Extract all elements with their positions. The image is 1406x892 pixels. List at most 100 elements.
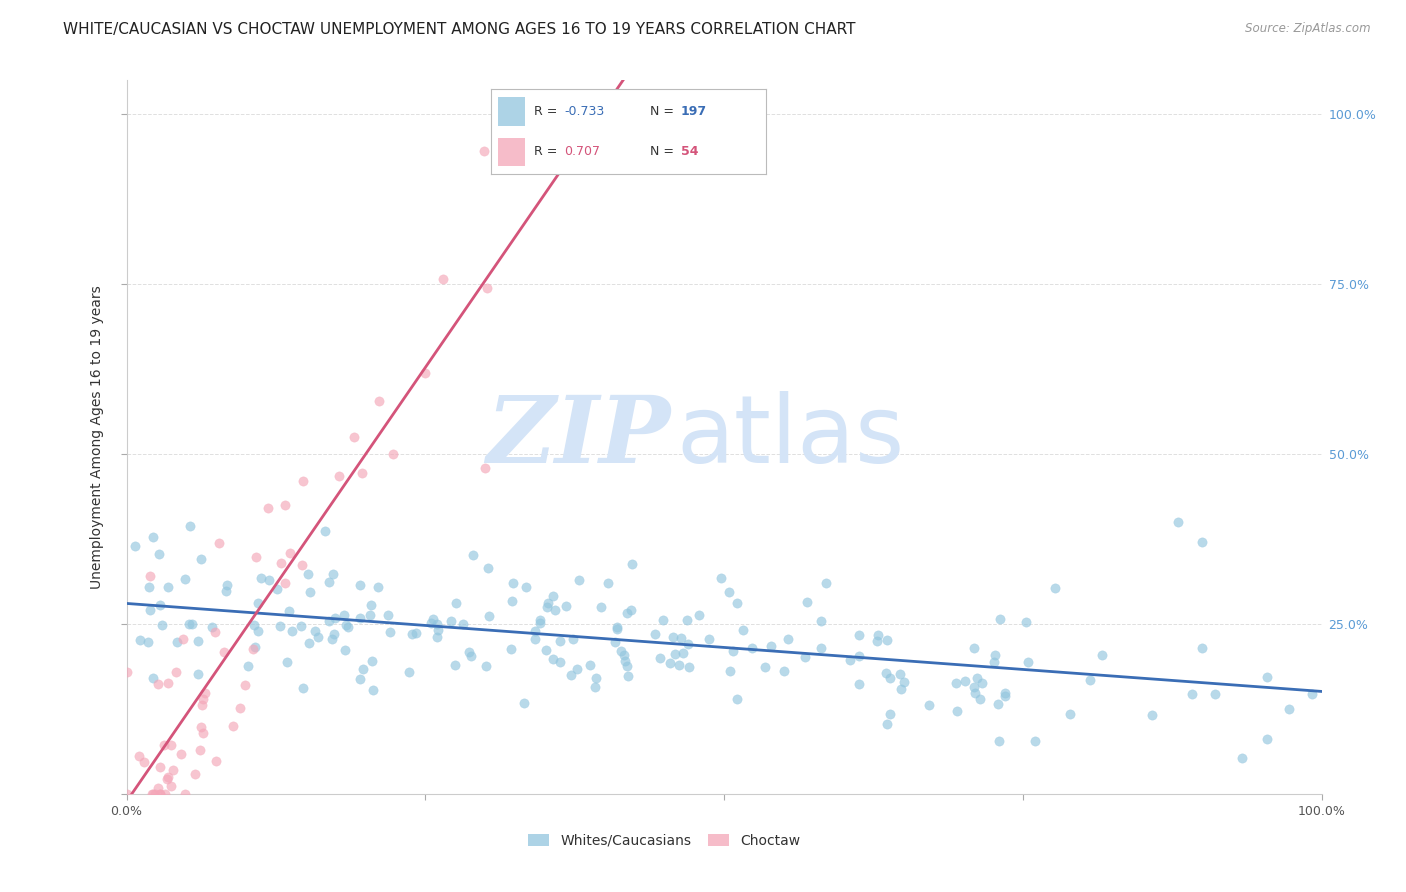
Point [988,612,1011,626]
Point [214,584,236,599]
Point [278,546,301,560]
Point [688,608,710,623]
Point [314,524,336,538]
Point [536,600,558,615]
Point [721,644,744,658]
Point [606,622,628,636]
Point [1191,641,1213,656]
Point [401,626,423,640]
Point [567,573,589,587]
Point [710,571,733,585]
Point [477,561,499,575]
Point [328,469,350,483]
Point [304,624,326,639]
Point [242,641,264,656]
Point [432,272,454,286]
Point [579,658,602,673]
Point [292,681,315,695]
Point [648,651,671,665]
Point [810,614,832,628]
Point [173,572,195,586]
Point [893,674,915,689]
Point [246,596,269,610]
Point [359,607,381,622]
Point [183,767,205,781]
Point [541,652,564,666]
Point [963,640,986,655]
Point [890,682,912,697]
Point [561,632,583,646]
Text: Source: ZipAtlas.com: Source: ZipAtlas.com [1246,22,1371,36]
Point [174,787,197,801]
Point [191,726,214,740]
Y-axis label: Unemployment Among Ages 16 to 19 years: Unemployment Among Ages 16 to 19 years [90,285,104,589]
Point [115,787,138,801]
Point [159,738,181,752]
Point [142,531,165,545]
Point [160,779,183,793]
Point [460,648,482,663]
Point [478,609,501,624]
Text: atlas: atlas [676,391,904,483]
Point [190,720,212,734]
Point [165,665,187,679]
Point [128,749,150,764]
Point [537,596,560,610]
Point [426,630,449,644]
Point [115,665,138,679]
Point [378,625,401,640]
Point [188,743,211,757]
Point [955,674,977,689]
Point [610,644,633,658]
Point [839,653,862,667]
Point [149,598,172,612]
Point [529,613,551,627]
Point [194,686,217,700]
Point [136,635,159,649]
Point [917,698,939,712]
Point [1256,731,1278,746]
Point [307,630,329,644]
Point [250,571,273,585]
Point [876,632,898,647]
Point [398,665,420,680]
Point [149,787,172,801]
Point [1191,535,1213,549]
Point [270,556,292,570]
Point [297,566,319,581]
Point [444,657,467,672]
Point [142,787,165,801]
Point [678,659,700,673]
Point [697,632,720,646]
Point [603,635,626,649]
Point [162,763,184,777]
Point [472,144,495,158]
Point [589,599,612,614]
Point [361,655,384,669]
Point [616,659,638,673]
Point [292,474,315,488]
Point [676,637,699,651]
Point [214,645,236,659]
Point [440,615,463,629]
Point [1301,688,1323,702]
Point [946,704,969,718]
Point [945,676,967,690]
Point [676,614,699,628]
Point [205,754,228,768]
Point [1181,687,1204,701]
Point [129,632,152,647]
Point [548,656,571,670]
Point [157,580,180,594]
Point [361,683,384,698]
Point [181,616,204,631]
Point [278,604,301,618]
Point [368,394,391,409]
Point [741,640,763,655]
Point [377,608,399,623]
Point [987,734,1010,748]
Point [879,706,901,721]
Point [426,616,449,631]
Point [796,594,818,608]
Point [725,691,748,706]
